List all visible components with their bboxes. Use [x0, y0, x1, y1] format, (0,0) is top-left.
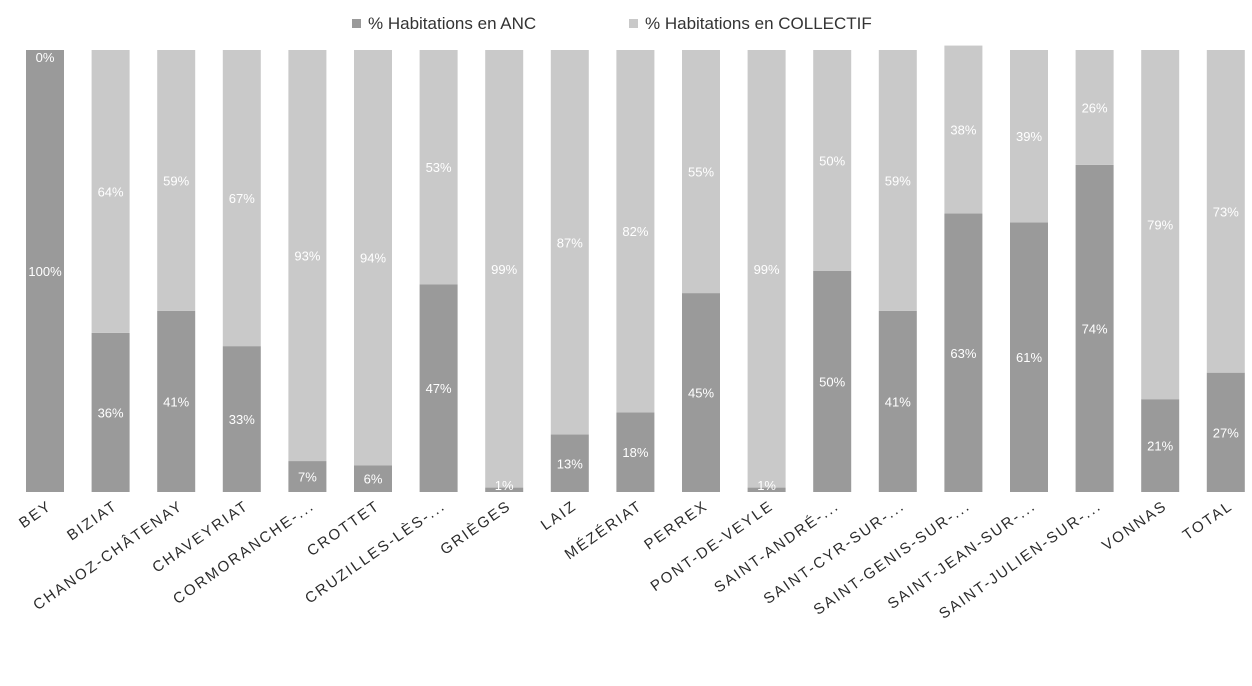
bar-collectif-10 — [682, 50, 720, 294]
value-label-collectif-2: 59% — [163, 173, 189, 188]
bars-group — [26, 45, 1245, 493]
bar-collectif-7 — [485, 50, 524, 488]
value-label-anc-10: 45% — [688, 386, 714, 401]
bar-anc-0 — [26, 50, 64, 492]
category-label-11: PONT-DE-VEYLE — [648, 497, 777, 595]
bar-anc-10 — [682, 293, 720, 492]
value-label-collectif-5: 94% — [360, 251, 386, 266]
value-label-collectif-6: 53% — [426, 160, 452, 175]
bar-anc-15 — [1010, 222, 1048, 492]
bar-collectif-17 — [1141, 50, 1180, 400]
category-label-1: BIZIAT — [64, 497, 121, 544]
category-label-0: BEY — [16, 497, 55, 532]
value-label-anc-13: 41% — [885, 394, 911, 409]
bar-anc-2 — [157, 310, 196, 492]
value-label-collectif-11: 99% — [754, 262, 780, 277]
bar-anc-5 — [354, 465, 392, 492]
bar-anc-11 — [747, 487, 786, 492]
value-label-anc-3: 33% — [229, 412, 255, 427]
bar-anc-13 — [878, 310, 917, 492]
value-label-anc-16: 74% — [1082, 321, 1108, 336]
value-label-anc-11: 1% — [757, 478, 776, 493]
bar-anc-3 — [222, 346, 261, 492]
value-label-collectif-13: 59% — [885, 173, 911, 188]
bar-collectif-6 — [419, 50, 458, 285]
value-label-anc-0: 100% — [28, 264, 62, 279]
value-label-collectif-17: 79% — [1147, 218, 1173, 233]
category-label-8: LAIZ — [538, 497, 580, 534]
value-label-anc-7: 1% — [495, 478, 514, 493]
value-label-collectif-7: 99% — [491, 262, 517, 277]
value-label-collectif-8: 87% — [557, 235, 583, 250]
bar-anc-18 — [1206, 372, 1245, 492]
value-label-collectif-3: 67% — [229, 191, 255, 206]
bar-collectif-1 — [91, 50, 130, 333]
bar-collectif-16 — [1075, 50, 1114, 165]
value-label-anc-4: 7% — [298, 470, 317, 485]
bar-collectif-18 — [1206, 50, 1245, 373]
category-label-7: GRIÈGES — [437, 497, 514, 558]
bar-anc-1 — [91, 332, 130, 492]
bar-collectif-2 — [157, 50, 196, 311]
bar-anc-4 — [288, 461, 327, 492]
value-label-collectif-18: 73% — [1213, 204, 1239, 219]
bar-collectif-8 — [550, 50, 589, 435]
legend-swatch-collectif — [629, 19, 638, 28]
value-label-collectif-12: 50% — [819, 154, 845, 169]
bar-collectif-15 — [1010, 50, 1048, 223]
bar-collectif-12 — [813, 50, 852, 271]
value-label-collectif-16: 26% — [1082, 100, 1108, 115]
value-label-anc-12: 50% — [819, 375, 845, 390]
value-label-anc-8: 13% — [557, 456, 583, 471]
bar-anc-7 — [485, 487, 524, 492]
value-label-anc-14: 63% — [950, 346, 976, 361]
value-label-collectif-0: 0% — [36, 50, 55, 65]
value-label-anc-1: 36% — [98, 405, 124, 420]
category-label-17: VONNAS — [1099, 497, 1170, 554]
bar-collectif-4 — [288, 50, 327, 462]
value-label-collectif-4: 93% — [294, 249, 320, 264]
value-label-collectif-10: 55% — [688, 165, 714, 180]
category-labels-group: BEY BIZIATCHANOZ-CHÂTENAYCHAVEYRIATCORMOR… — [16, 497, 1236, 622]
value-label-anc-6: 47% — [426, 381, 452, 396]
bar-anc-9 — [616, 412, 655, 492]
value-label-anc-18: 27% — [1213, 425, 1239, 440]
bar-anc-16 — [1075, 164, 1114, 493]
legend-label-anc: % Habitations en ANC — [368, 14, 536, 33]
legend-swatch-anc — [352, 19, 361, 28]
bar-collectif-13 — [878, 50, 917, 311]
legend-label-collectif: % Habitations en COLLECTIF — [645, 14, 872, 33]
value-label-collectif-1: 64% — [98, 184, 124, 199]
value-label-anc-9: 18% — [622, 445, 648, 460]
bar-anc-14 — [944, 213, 983, 493]
value-label-anc-15: 61% — [1016, 350, 1042, 365]
bar-collectif-11 — [747, 50, 786, 488]
category-label-18: TOTAL — [1180, 497, 1236, 544]
value-label-anc-17: 21% — [1147, 439, 1173, 454]
legend: % Habitations en ANC % Habitations en CO… — [352, 14, 872, 33]
bar-collectif-14 — [944, 45, 983, 214]
value-labels-group: 100% 0% 36% 64% 41% 59% 33% 67% 7% 93% 6% 94% 47% 53%… — [28, 50, 1239, 493]
bar-anc-17 — [1141, 399, 1180, 492]
value-label-collectif-15: 39% — [1016, 129, 1042, 144]
value-label-collectif-14: 38% — [950, 123, 976, 138]
value-label-collectif-9: 82% — [622, 224, 648, 239]
value-label-anc-5: 6% — [364, 472, 383, 487]
bar-anc-6 — [419, 284, 458, 492]
bar-anc-8 — [550, 434, 589, 492]
bar-collectif-9 — [616, 50, 655, 413]
bar-collectif-3 — [222, 50, 261, 347]
bar-anc-12 — [813, 271, 852, 492]
bar-collectif-5 — [354, 50, 392, 466]
value-label-anc-2: 41% — [163, 394, 189, 409]
